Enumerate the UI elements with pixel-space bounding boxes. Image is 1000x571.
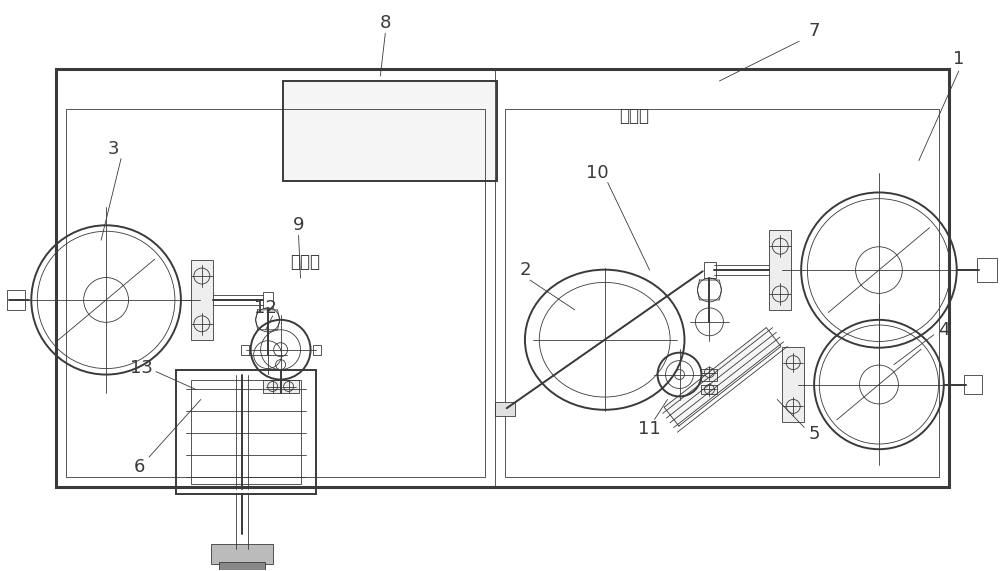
Bar xyxy=(56,69,949,487)
Text: 7: 7 xyxy=(808,22,820,40)
Polygon shape xyxy=(664,328,781,426)
Bar xyxy=(191,260,213,340)
Text: 4: 4 xyxy=(938,321,950,339)
Bar xyxy=(283,81,497,180)
Text: 13: 13 xyxy=(130,359,152,377)
Bar xyxy=(219,562,265,571)
Text: 6: 6 xyxy=(133,458,145,476)
Bar xyxy=(66,109,485,477)
Bar xyxy=(704,262,716,278)
Bar xyxy=(505,109,939,477)
Bar xyxy=(211,544,273,564)
Text: 3: 3 xyxy=(107,140,119,158)
Bar xyxy=(263,380,299,393)
Text: 工位二: 工位二 xyxy=(620,107,650,125)
Text: 2: 2 xyxy=(519,261,531,279)
Bar xyxy=(701,384,717,395)
Bar xyxy=(191,380,301,484)
Text: 9: 9 xyxy=(293,216,304,234)
Bar xyxy=(495,402,515,416)
Bar xyxy=(176,369,316,494)
Text: 8: 8 xyxy=(380,14,391,33)
Text: 11: 11 xyxy=(638,420,661,439)
Bar xyxy=(313,345,320,355)
Bar xyxy=(769,230,791,310)
Text: 5: 5 xyxy=(808,425,820,443)
Bar xyxy=(7,290,25,310)
Bar xyxy=(241,345,249,355)
Bar xyxy=(701,369,717,380)
Text: 10: 10 xyxy=(586,163,609,182)
Bar xyxy=(782,347,804,423)
Bar xyxy=(977,258,997,282)
Text: 工位一: 工位一 xyxy=(291,253,321,271)
Bar xyxy=(964,375,982,395)
Text: 1: 1 xyxy=(953,50,964,68)
Text: 12: 12 xyxy=(254,299,277,317)
Bar xyxy=(263,292,273,308)
